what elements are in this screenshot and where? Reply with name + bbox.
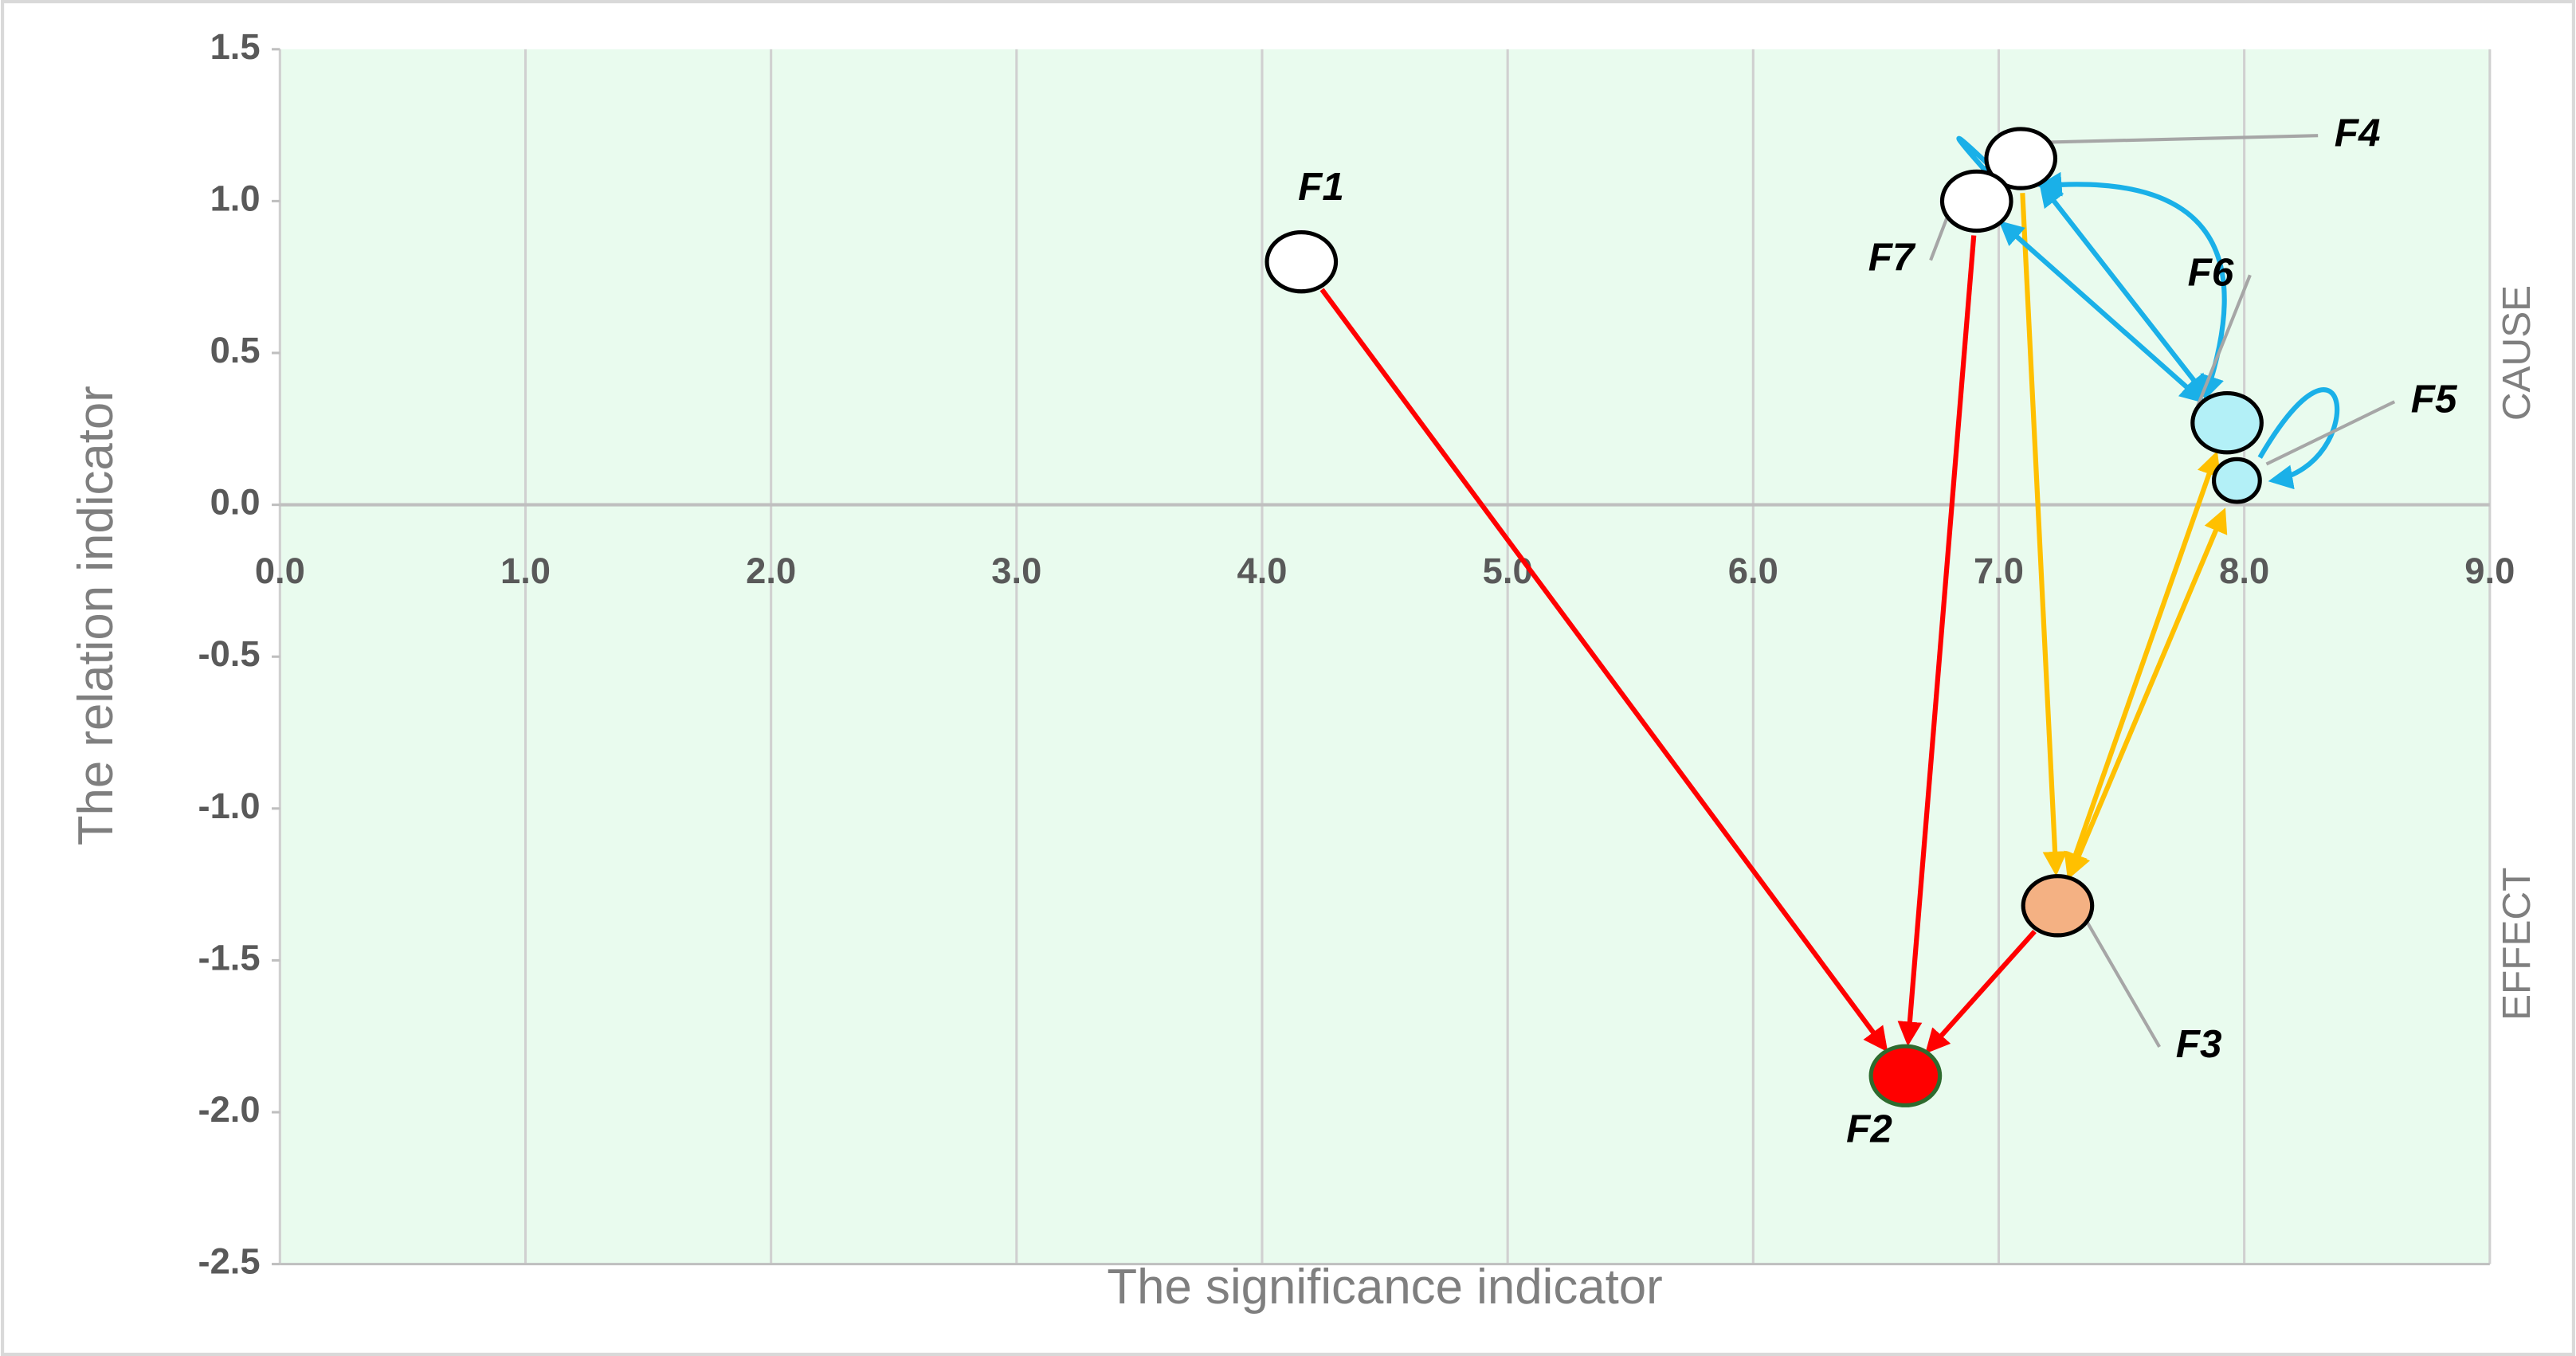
y-tick-label: 1.5 — [210, 26, 261, 67]
effect-label: EFFECT — [2495, 868, 2539, 1021]
y-tick-label: 0.5 — [210, 330, 261, 370]
leader-line — [1929, 217, 1949, 261]
x-tick-label: 9.0 — [2464, 551, 2515, 591]
link-arrow — [2257, 387, 2340, 490]
cause-label: CAUSE — [2495, 285, 2539, 421]
x-tick-label: 6.0 — [1728, 551, 1778, 591]
plot-background — [280, 49, 2490, 1264]
leader-line — [2085, 921, 2161, 1048]
leader-line — [2050, 134, 2319, 144]
plot-area: 0.0 1.0 2.0 3.0 4.0 5.0 6.0 7.0 8.0 9.0 1.5 1.0 0.5 0… — [198, 26, 2515, 1282]
x-axis-title: The significance indicator — [1107, 1260, 1662, 1315]
point-label: F6 — [2188, 250, 2234, 294]
point-label: F5 — [2411, 377, 2458, 421]
point-label: F7 — [1868, 236, 1916, 280]
link-arrow — [2067, 508, 2228, 879]
y-tick-label: -1.0 — [198, 786, 260, 826]
point-label: F3 — [2176, 1022, 2222, 1066]
x-tick-label: 1.0 — [500, 551, 551, 591]
point-label: F2 — [1846, 1107, 1892, 1150]
x-tick-label: 0.0 — [255, 551, 305, 591]
y-tick-label: -2.5 — [198, 1241, 260, 1282]
point — [1984, 127, 2058, 190]
point — [1264, 229, 1339, 294]
point-label: F4 — [2335, 111, 2381, 155]
link-arrow — [1319, 288, 1888, 1052]
link-arrow — [1897, 235, 1977, 1047]
x-tick-label: 2.0 — [746, 551, 796, 591]
y-tick-label: 1.0 — [210, 178, 261, 218]
leader-line — [2265, 400, 2396, 466]
leader-line — [2196, 274, 2252, 407]
link-arrow — [2037, 171, 2227, 401]
x-tick-label: 4.0 — [1237, 551, 1287, 591]
point — [2211, 457, 2262, 504]
point — [2021, 874, 2095, 938]
y-tick-label: -2.0 — [198, 1089, 260, 1130]
y-tick-label: -1.5 — [198, 937, 260, 978]
point — [1939, 169, 2013, 233]
y-tick-label: -0.5 — [198, 633, 260, 674]
point-label: F1 — [1298, 165, 1344, 209]
x-tick-label: 5.0 — [1483, 551, 1533, 591]
y-axis-title: The relation indicator — [69, 386, 124, 845]
link-arrow — [1956, 135, 2006, 186]
link-arrow — [1925, 929, 2037, 1054]
x-tick-label: 8.0 — [2219, 551, 2269, 591]
x-tick-label: 7.0 — [1974, 551, 2024, 591]
y-tick-label: 0.0 — [210, 482, 261, 523]
x-tick-label: 3.0 — [991, 551, 1041, 591]
point — [1868, 1044, 1943, 1107]
point — [2190, 391, 2264, 455]
